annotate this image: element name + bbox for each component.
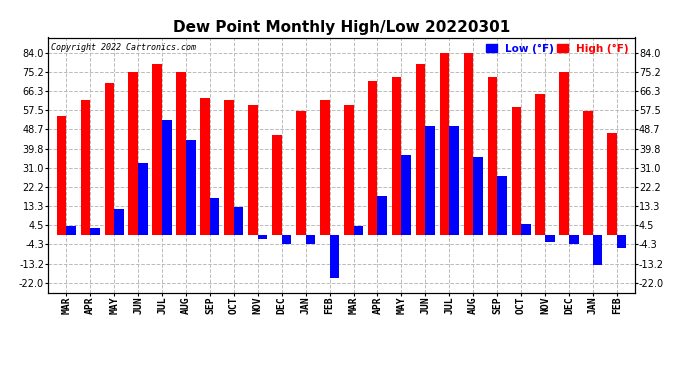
Bar bbox=[152, 63, 162, 235]
Bar bbox=[560, 72, 569, 235]
Bar bbox=[402, 155, 411, 235]
Bar bbox=[583, 111, 593, 235]
Bar bbox=[138, 164, 148, 235]
Bar bbox=[258, 235, 267, 239]
Bar bbox=[368, 81, 377, 235]
Bar bbox=[497, 176, 506, 235]
Bar bbox=[105, 83, 114, 235]
Bar bbox=[296, 111, 306, 235]
Title: Dew Point Monthly High/Low 20220301: Dew Point Monthly High/Low 20220301 bbox=[173, 20, 510, 35]
Bar bbox=[593, 235, 602, 266]
Bar bbox=[66, 226, 76, 235]
Bar bbox=[545, 235, 555, 242]
Bar bbox=[272, 135, 282, 235]
Bar bbox=[449, 126, 459, 235]
Bar bbox=[248, 105, 258, 235]
Bar bbox=[224, 100, 234, 235]
Bar bbox=[177, 72, 186, 235]
Bar bbox=[114, 209, 124, 235]
Bar bbox=[57, 116, 66, 235]
Bar bbox=[607, 133, 617, 235]
Bar bbox=[473, 157, 483, 235]
Bar bbox=[416, 63, 425, 235]
Bar bbox=[81, 100, 90, 235]
Bar bbox=[521, 224, 531, 235]
Bar bbox=[186, 140, 195, 235]
Bar bbox=[617, 235, 627, 248]
Bar bbox=[535, 94, 545, 235]
Bar bbox=[162, 120, 172, 235]
Bar bbox=[128, 72, 138, 235]
Bar bbox=[377, 196, 387, 235]
Bar bbox=[464, 53, 473, 235]
Bar bbox=[200, 98, 210, 235]
Bar bbox=[488, 76, 497, 235]
Bar bbox=[569, 235, 578, 244]
Bar bbox=[353, 226, 363, 235]
Bar bbox=[392, 76, 402, 235]
Bar bbox=[306, 235, 315, 244]
Bar bbox=[210, 198, 219, 235]
Bar bbox=[282, 235, 291, 244]
Bar bbox=[90, 228, 100, 235]
Bar bbox=[440, 53, 449, 235]
Text: Copyright 2022 Cartronics.com: Copyright 2022 Cartronics.com bbox=[51, 43, 196, 52]
Bar bbox=[511, 107, 521, 235]
Bar bbox=[425, 126, 435, 235]
Legend: Low (°F), High (°F): Low (°F), High (°F) bbox=[485, 43, 629, 55]
Bar bbox=[330, 235, 339, 278]
Bar bbox=[234, 207, 244, 235]
Bar bbox=[344, 105, 353, 235]
Bar bbox=[320, 100, 330, 235]
